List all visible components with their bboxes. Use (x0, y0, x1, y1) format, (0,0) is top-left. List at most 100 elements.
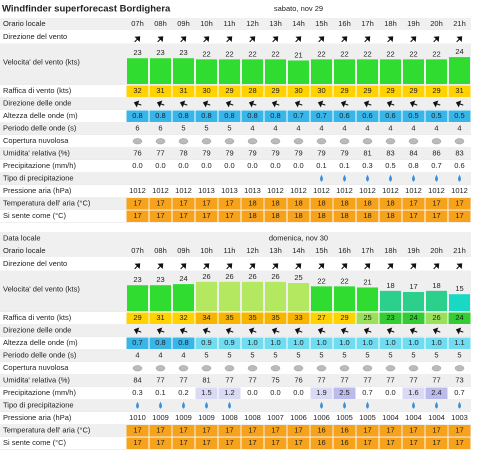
cloud-icon (132, 138, 143, 145)
arrow-shape (318, 263, 325, 270)
row-label: Tipo di precipitazione (3, 174, 74, 183)
cell-value: 0.5 (385, 161, 395, 170)
cell-value: 31 (156, 86, 164, 95)
cloud-icon (178, 138, 189, 145)
date: domenica, nov 30 (269, 233, 328, 242)
page-title: Windfinder superforecast Bordighera (2, 4, 171, 15)
rain-icon (412, 401, 415, 409)
arrow-shape (341, 263, 348, 270)
value-cell (310, 387, 333, 399)
direction-arrow (386, 100, 395, 108)
arrow-shape (317, 100, 326, 108)
cell-value: 1.0 (385, 338, 395, 347)
cell-value: 1012 (428, 186, 445, 195)
cell-value: 29 (340, 313, 348, 322)
value-cell (379, 110, 402, 122)
cell-value: 17 (225, 438, 233, 447)
direction-arrow (318, 263, 325, 270)
value-cell (264, 85, 287, 97)
wind-bar (288, 60, 309, 84)
arrow-shape (433, 36, 440, 43)
cell-value: 31 (179, 86, 187, 95)
cell-value: 16 (340, 438, 348, 447)
direction-arrow (271, 327, 280, 335)
cell-value: 1010 (129, 413, 146, 422)
wind-speed: 26 (271, 272, 279, 281)
value-cell (287, 425, 310, 437)
cell-value: 32 (133, 86, 141, 95)
cell-value: 77 (386, 376, 394, 385)
cell-value: 0.0 (270, 388, 280, 397)
value-cell (448, 437, 471, 449)
cell-value: 5 (250, 351, 254, 360)
direction-arrow (456, 36, 463, 43)
value-cell (425, 210, 448, 222)
direction-arrow (226, 36, 233, 43)
time-row (0, 18, 471, 30)
wind-speed: 22 (317, 276, 325, 285)
arrow-shape (364, 263, 371, 270)
arrow-shape (340, 327, 349, 335)
cell-value: 17 (156, 199, 164, 208)
wind-speed: 25 (294, 273, 302, 282)
cell-value: 5 (204, 124, 208, 133)
cell-value: 28 (248, 86, 256, 95)
wind-speed: 22 (202, 49, 210, 58)
direction-arrow (295, 263, 302, 270)
arrow-shape (363, 100, 372, 108)
cell-value: 1012 (336, 186, 353, 195)
wind-speed: 23 (133, 48, 141, 57)
cell-value: 4 (319, 124, 323, 133)
cell-value: 0.1 (316, 161, 326, 170)
direction-arrow (133, 327, 142, 335)
rain-icon (435, 174, 438, 182)
arrow-shape (456, 263, 463, 270)
cell-value: 17 (202, 438, 210, 447)
cell-value: 1012 (359, 186, 376, 195)
arrow-shape (432, 327, 441, 335)
arrow-shape (409, 327, 418, 335)
cell-value: 77 (340, 376, 348, 385)
arrow-shape (364, 36, 371, 43)
value-cell (149, 437, 172, 449)
value-cell (287, 312, 310, 324)
arrow-shape (272, 36, 279, 43)
value-cell (195, 337, 218, 349)
cell-value: 17 (225, 211, 233, 220)
cell-value: 1013 (198, 186, 215, 195)
wind-speed: 22 (340, 49, 348, 58)
cloud-icon (408, 365, 419, 372)
cell-value: 1007 (267, 413, 284, 422)
value-cell (264, 425, 287, 437)
cell-value: 0.0 (224, 161, 234, 170)
value-cell (448, 85, 471, 97)
time: 21h (453, 246, 466, 255)
cell-value: 17 (432, 211, 440, 220)
cell-value: 1.5 (201, 388, 211, 397)
rain-icon (320, 174, 323, 182)
value-cell (356, 110, 379, 122)
cell-value: 17 (156, 426, 164, 435)
wind-bar (196, 59, 217, 84)
value-cell (218, 425, 241, 437)
cell-value: 4 (434, 124, 438, 133)
cell-value: 0.0 (155, 161, 165, 170)
wind-bar (196, 281, 217, 311)
value-cell (379, 312, 402, 324)
cell-value: 1.0 (247, 338, 257, 347)
value-cell (149, 198, 172, 210)
rain-icon (320, 401, 323, 409)
cell-value: 30 (294, 86, 302, 95)
cell-value: 4 (296, 124, 300, 133)
arrow-shape (433, 263, 440, 270)
arrow-shape (340, 100, 349, 108)
wind-bar (150, 285, 171, 311)
row-label: Precipitazione (mm/h) (3, 388, 76, 397)
wind-bar (403, 291, 424, 311)
cell-value: 0.3 (132, 388, 142, 397)
wind-bar (449, 294, 470, 311)
direction-arrow (157, 36, 164, 43)
value-cell (402, 425, 425, 437)
direction-arrow (318, 36, 325, 43)
wind-bar (449, 57, 470, 84)
